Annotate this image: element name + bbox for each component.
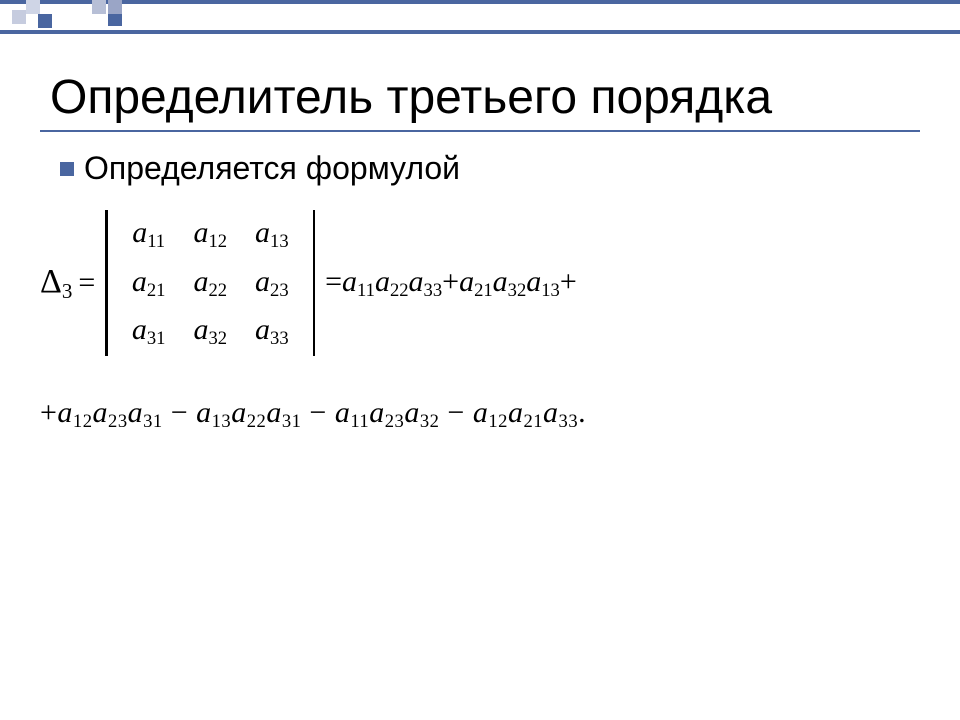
delta-char: Δ: [40, 263, 62, 300]
square-icon: [38, 14, 52, 28]
det-bar-left: [105, 210, 108, 356]
rhs-part-1: =a11a22a33+a21a32a13+: [325, 265, 577, 302]
top-line: [0, 0, 960, 4]
matrix-cell: a21: [118, 259, 180, 308]
det-bar-right: [313, 210, 316, 356]
square-icon: [108, 12, 122, 26]
square-icon: [92, 0, 106, 14]
bullet-text: Определяется формулой: [84, 150, 460, 187]
matrix-cell: a13: [241, 210, 303, 259]
formula: Δ3 = a11a12a13 a21a22a23 a31a32a33 =a11a22…: [40, 210, 940, 433]
bullet-row: Определяется формулой: [60, 150, 460, 187]
square-icon: [12, 10, 26, 24]
matrix-cell: a32: [179, 307, 241, 356]
delta-sub: 3: [62, 279, 73, 303]
title-underline: [40, 130, 920, 132]
square-icon: [26, 0, 40, 14]
matrix-cell: a22: [179, 259, 241, 308]
delta-symbol: Δ3: [40, 263, 72, 303]
slide-title: Определитель третьего порядка: [50, 70, 772, 125]
determinant: a11a12a13 a21a22a23 a31a32a33: [105, 210, 315, 356]
top-decoration: [0, 0, 960, 34]
formula-line-2: +a12a23a31 − a13a22a31 − a11a23a32 − a12…: [40, 396, 940, 433]
slide: Определитель третьего порядка Определяет…: [0, 0, 960, 720]
matrix: a11a12a13 a21a22a23 a31a32a33: [118, 210, 303, 356]
matrix-cell: a23: [241, 259, 303, 308]
equals: =: [78, 266, 95, 299]
matrix-cell: a12: [179, 210, 241, 259]
formula-line-1: Δ3 = a11a12a13 a21a22a23 a31a32a33 =a11a22…: [40, 210, 940, 356]
matrix-cell: a33: [241, 307, 303, 356]
bottom-line: [0, 30, 960, 34]
square-icon: [108, 0, 122, 14]
matrix-cell: a11: [118, 210, 180, 259]
bullet-icon: [60, 162, 74, 176]
matrix-cell: a31: [118, 307, 180, 356]
